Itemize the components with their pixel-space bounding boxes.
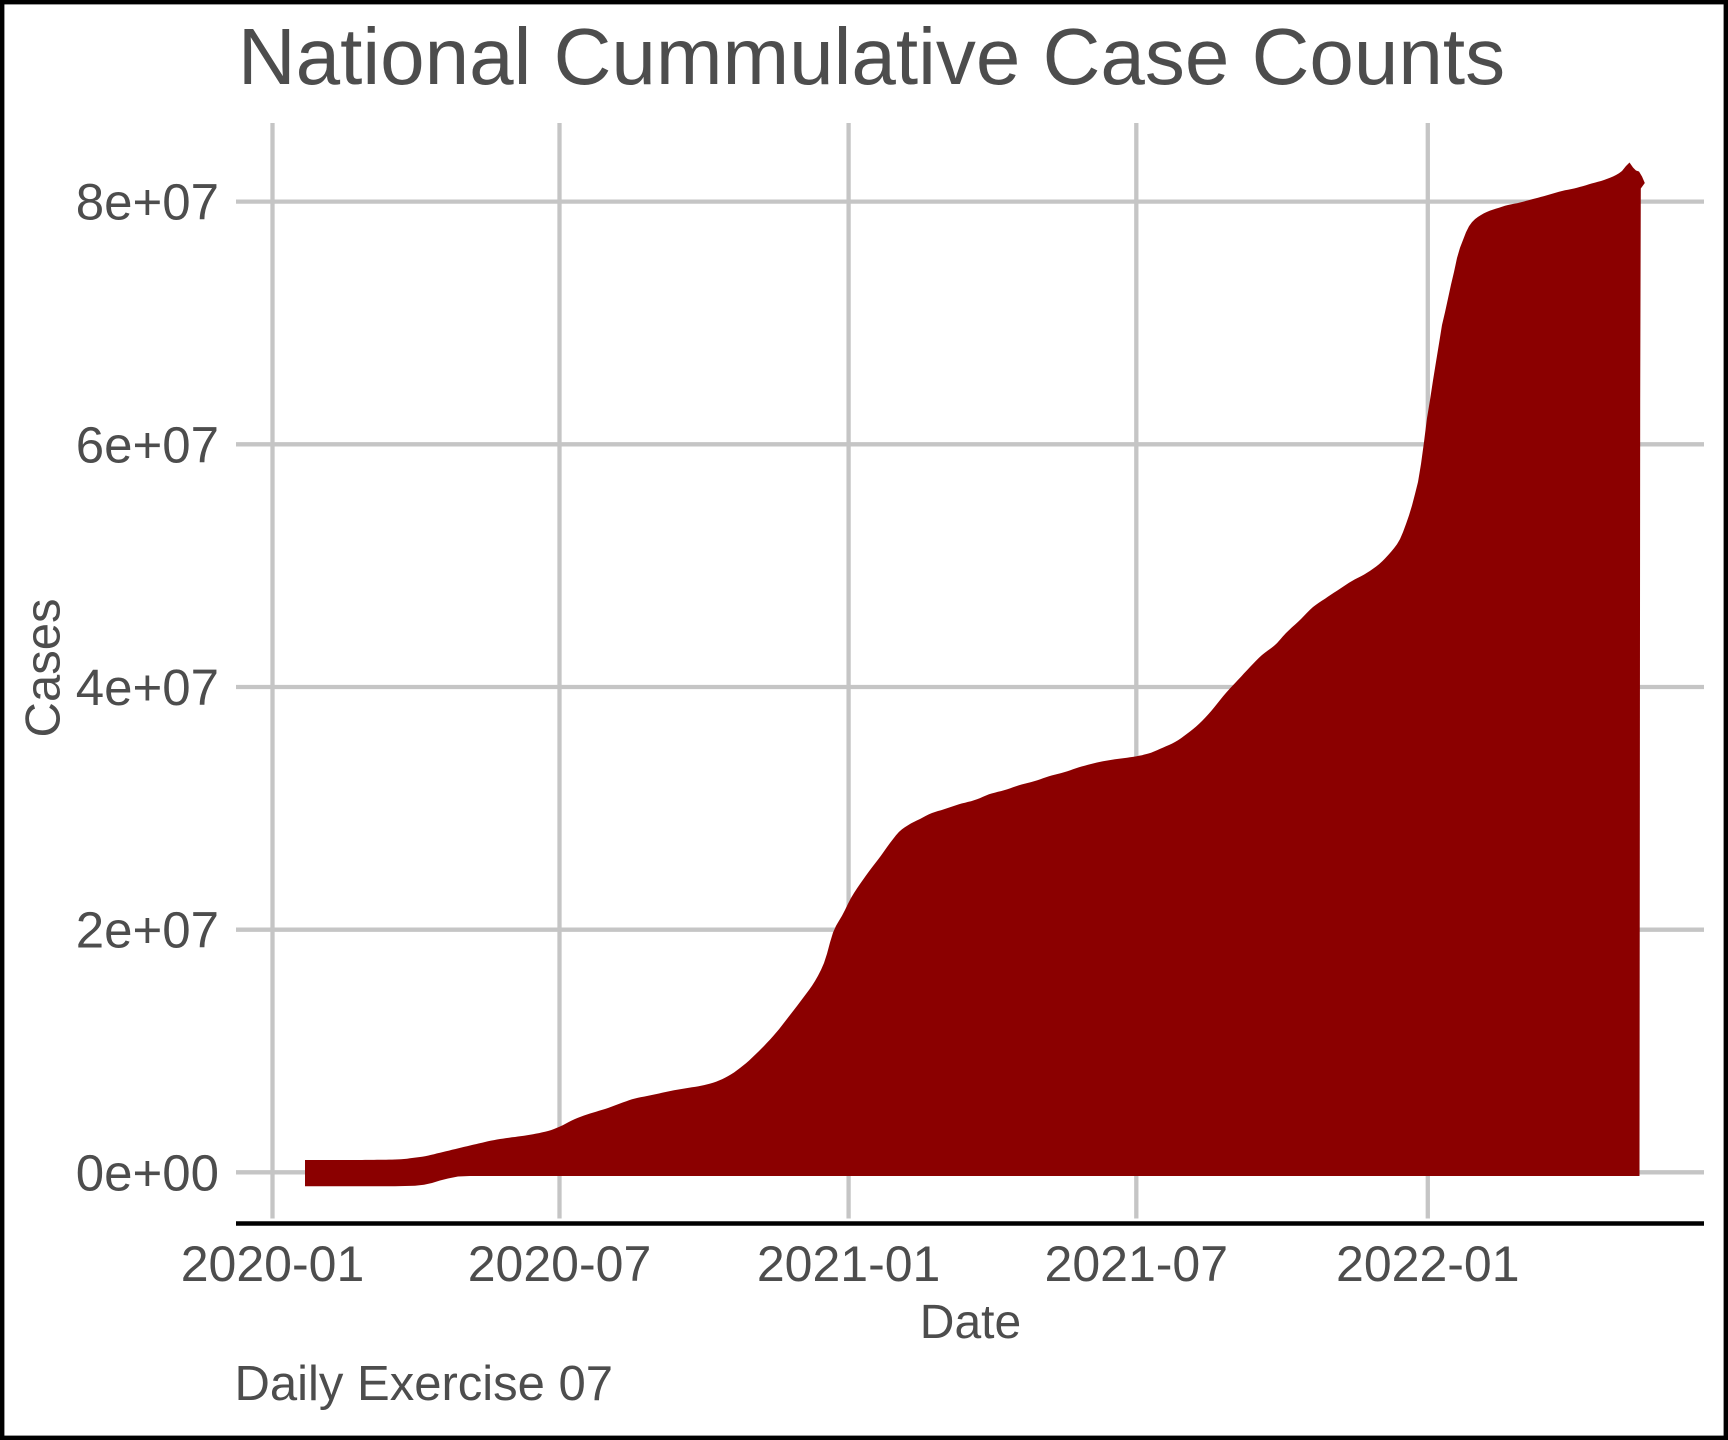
svg-text:Cases: Cases [17,599,71,738]
svg-text:2022-01: 2022-01 [1336,1236,1520,1292]
svg-text:Date: Date [920,1296,1021,1349]
svg-text:2021-07: 2021-07 [1045,1236,1229,1292]
svg-text:Daily Exercise 07: Daily Exercise 07 [235,1357,614,1411]
svg-text:2021-01: 2021-01 [757,1236,941,1292]
svg-text:8e+07: 8e+07 [76,174,219,231]
svg-text:2020-01: 2020-01 [181,1236,365,1292]
svg-text:6e+07: 6e+07 [76,416,219,473]
svg-text:National Cummulative Case Coun: National Cummulative Case Counts [238,12,1505,101]
svg-text:2020-07: 2020-07 [468,1236,652,1292]
svg-text:2e+07: 2e+07 [76,902,219,959]
svg-text:0e+00: 0e+00 [76,1144,219,1201]
svg-text:4e+07: 4e+07 [76,659,219,716]
